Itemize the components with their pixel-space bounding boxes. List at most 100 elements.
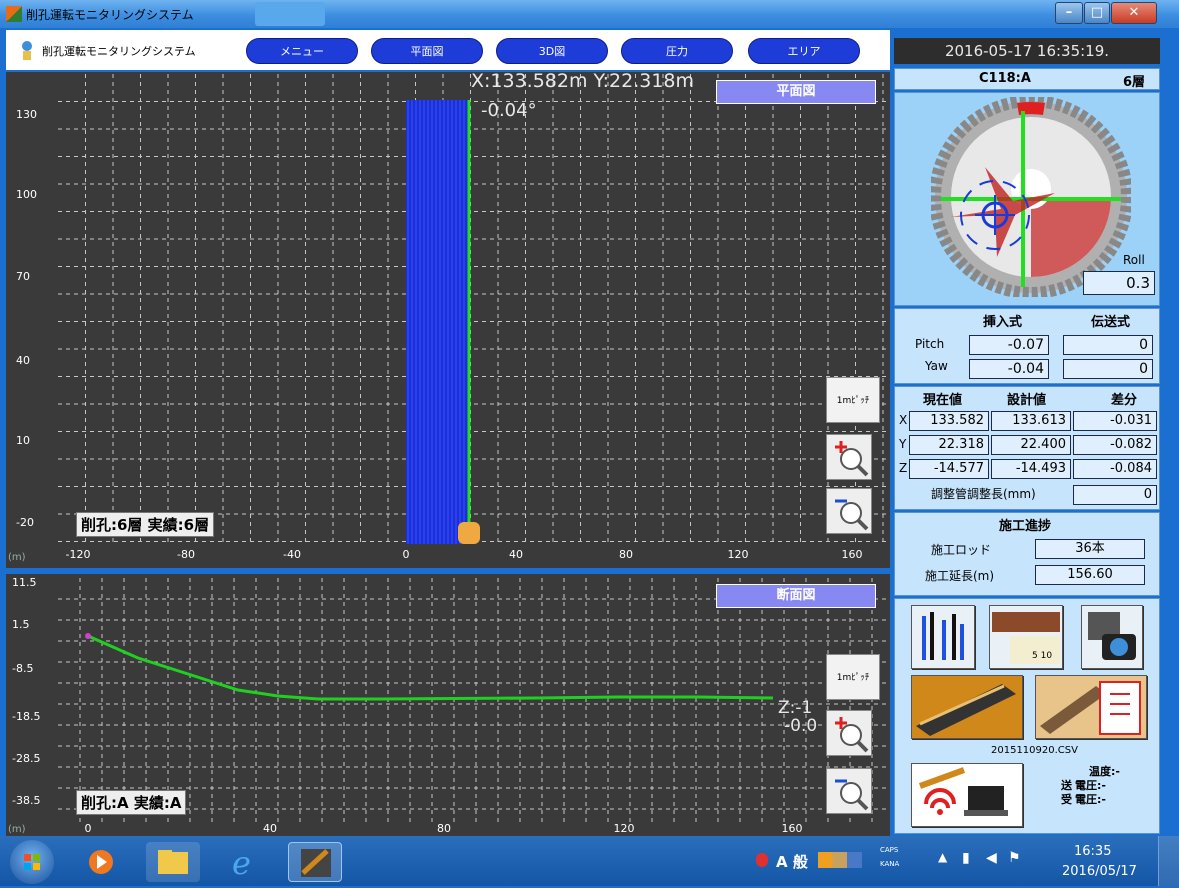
- plan-machine-marker: [458, 522, 480, 544]
- progress-panel: 施工進捗 施工ロッド 36本 施工延長(m) 156.60: [894, 512, 1160, 596]
- section-x-tick: 0: [84, 822, 92, 835]
- tray-ime-icons[interactable]: [818, 852, 862, 868]
- y-current: 22.318: [909, 435, 989, 455]
- camera-icon: [1088, 612, 1136, 660]
- section-y-tick: 11.5: [12, 576, 37, 589]
- plan-unit-label: (m): [8, 552, 26, 563]
- camera-button[interactable]: [1081, 605, 1143, 669]
- taskbar-media-player[interactable]: [74, 842, 128, 882]
- csv-filename: 2015110920.CSV: [991, 745, 1078, 756]
- report-button[interactable]: [1035, 675, 1147, 739]
- diff-header: 差分: [1111, 393, 1138, 408]
- section-zoom-out-button[interactable]: [826, 768, 872, 814]
- length-label: 施工延長(m): [925, 569, 995, 583]
- zoom-in-icon: [835, 717, 869, 753]
- wireless-connect-button[interactable]: [911, 763, 1023, 827]
- drill-app-icon: [301, 849, 331, 877]
- send-voltage-label: 電圧:-: [1075, 779, 1106, 792]
- tray-flag-icon[interactable]: [756, 853, 768, 867]
- tray-network-icon[interactable]: ▮: [962, 850, 970, 866]
- layer-label: 6層: [1123, 75, 1146, 90]
- section-zoom-in-button[interactable]: [826, 710, 872, 756]
- plan-grid: [58, 74, 888, 544]
- wireless-laptop-icon: [912, 764, 1022, 826]
- section-angle-readout: -0.0: [784, 716, 818, 736]
- section-profile-line: [87, 634, 774, 701]
- folder-icon: [158, 850, 188, 874]
- app-title: 削孔運転モニタリングシステム: [42, 45, 196, 58]
- y-design: 22.400: [991, 435, 1071, 455]
- nav-3d-button[interactable]: 3D図: [496, 38, 608, 64]
- pitch-label: Pitch: [915, 337, 945, 351]
- nav-area-button[interactable]: エリア: [748, 38, 860, 64]
- windows-logo-icon: [24, 854, 40, 870]
- window-title: 削孔運転モニタリングシステム: [26, 8, 194, 22]
- plan-view-panel: X:133.582m Y:22.318m -0.04° 平面図 130 100 …: [6, 72, 890, 568]
- tray-volume-icon[interactable]: ◀: [986, 850, 997, 866]
- bar-graph-button[interactable]: [911, 605, 975, 669]
- tools-panel: 5 10 2015110920.CSV 温度:- 送 電圧:- 受 電圧:-: [894, 598, 1160, 834]
- plan-zoom-in-button[interactable]: [826, 434, 872, 480]
- nav-plan-button[interactable]: 平面図: [371, 38, 483, 64]
- nav-pressure-button[interactable]: 圧力: [621, 38, 733, 64]
- z-design: -14.493: [991, 459, 1071, 479]
- rod-count-label: 施工ロッド: [931, 543, 992, 557]
- report-icon: [1036, 676, 1146, 738]
- yaw-insert-value: -0.04: [969, 359, 1049, 379]
- plan-x-tick: -80: [177, 548, 195, 561]
- plan-x-tick: 40: [509, 548, 523, 561]
- zoom-out-icon: [835, 779, 869, 811]
- plan-y-tick: 100: [16, 188, 37, 201]
- section-view-panel: 断面図 Z:-1 -0.0 11.5 1.5 -8.5 -18.5 -28.5 …: [6, 574, 890, 836]
- plan-y-tick: 130: [16, 108, 37, 121]
- plan-pitch-button[interactable]: 1mﾋﾟｯﾁ: [826, 377, 880, 423]
- section-grid: [58, 578, 888, 824]
- plan-x-tick: 160: [841, 548, 863, 561]
- plan-angle-readout: -0.04°: [481, 100, 537, 121]
- plan-bore-area: [406, 100, 468, 544]
- drill-rod-button[interactable]: [911, 675, 1023, 739]
- section-panel-label: 断面図: [716, 584, 876, 608]
- progress-title: 施工進捗: [999, 519, 1052, 534]
- nav-menu-button[interactable]: メニュー: [246, 38, 358, 64]
- point-header: C118:A 6層: [894, 68, 1160, 90]
- section-y-tick: -18.5: [12, 710, 41, 723]
- attitude-gauge-panel: Roll 0.3: [894, 92, 1160, 306]
- section-unit-label: (m): [8, 824, 26, 835]
- zoom-in-icon: [835, 441, 869, 477]
- svg-text:5 10: 5 10: [1032, 651, 1052, 661]
- internet-explorer-icon: e: [232, 844, 251, 882]
- transmit-header: 伝送式: [1091, 315, 1131, 330]
- plan-x-tick: 120: [727, 548, 749, 561]
- menu-bar: 削孔運転モニタリングシステム メニュー 平面図 3D図 圧力 エリア: [6, 30, 890, 70]
- plan-x-tick: 80: [619, 548, 633, 561]
- section-x-tick: 80: [437, 822, 451, 835]
- section-pitch-button[interactable]: 1mﾋﾟｯﾁ: [826, 654, 880, 700]
- tray-action-center-icon[interactable]: ⚑: [1008, 850, 1021, 866]
- taskbar-ie[interactable]: e: [218, 842, 272, 882]
- position-table-panel: 現在値 設計値 差分 X 133.582 133.613 -0.031 Y 22…: [894, 386, 1160, 510]
- clock-time[interactable]: 16:35: [1074, 844, 1112, 859]
- tray-expand-icon[interactable]: ▲: [938, 850, 948, 864]
- plan-zoom-out-button[interactable]: [826, 488, 872, 534]
- section-start-marker: [85, 633, 91, 639]
- start-button[interactable]: [10, 840, 54, 884]
- plan-y-tick: 10: [16, 434, 30, 447]
- maximize-button[interactable]: □: [1084, 2, 1110, 24]
- rod-count-value: 36本: [1035, 539, 1145, 559]
- minimize-button[interactable]: –: [1055, 2, 1083, 24]
- y-diff: -0.082: [1073, 435, 1157, 455]
- window-title-bar: 削孔運転モニタリングシステム – □ ✕: [0, 0, 1179, 28]
- taskbar-monitoring-app[interactable]: [288, 842, 342, 882]
- bar-graph-icon: [922, 612, 964, 660]
- ime-indicator[interactable]: A 般: [776, 853, 808, 871]
- close-button[interactable]: ✕: [1111, 2, 1157, 24]
- ruler-button[interactable]: 5 10: [989, 605, 1063, 669]
- section-status-label: 削孔:A 実績:A: [76, 790, 187, 815]
- show-desktop-button[interactable]: [1158, 836, 1179, 886]
- roll-value: 0.3: [1083, 271, 1155, 295]
- section-y-tick: -28.5: [12, 752, 41, 765]
- taskbar-explorer[interactable]: [146, 842, 200, 882]
- clock-date[interactable]: 2016/05/17: [1062, 864, 1137, 879]
- ruler-icon: 5 10: [992, 612, 1060, 664]
